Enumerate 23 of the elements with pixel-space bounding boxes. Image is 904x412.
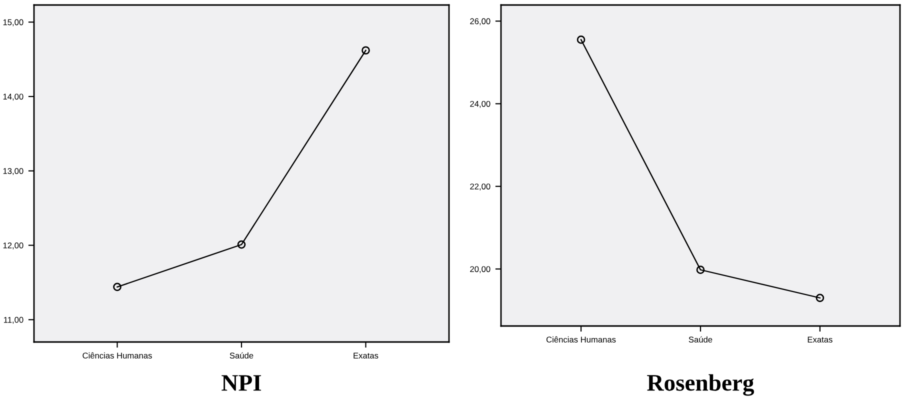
x-tick-label: Saúde xyxy=(688,336,712,343)
y-tick-label: 15,00 xyxy=(3,19,24,26)
x-tick-label: Ciências Humanas xyxy=(82,352,152,359)
point xyxy=(816,294,824,302)
y-tick-label: 11,00 xyxy=(4,316,24,324)
y-tick-label: 14,00 xyxy=(3,94,24,101)
x-tick-label: Exatas xyxy=(354,352,378,359)
point xyxy=(576,36,586,44)
point xyxy=(237,240,246,249)
y-tick-label: 22,00 xyxy=(470,184,490,190)
x-tick-label: Exatas xyxy=(808,336,832,343)
y-tick-label: 20,00 xyxy=(470,266,490,274)
text: Rosenberg xyxy=(647,374,754,396)
x-tick-label: Saúde xyxy=(230,352,254,359)
text: NPI xyxy=(222,375,262,391)
y-tick-label: 24,00 xyxy=(470,100,490,108)
y-tick-label: 12,00 xyxy=(3,242,24,250)
point xyxy=(113,282,122,292)
x-tick-label: Ciências Humanas xyxy=(546,336,616,343)
point xyxy=(362,46,370,55)
y-tick-label: 13,00 xyxy=(3,168,24,175)
point xyxy=(696,266,705,274)
y-tick-label: 26,00 xyxy=(470,18,490,26)
